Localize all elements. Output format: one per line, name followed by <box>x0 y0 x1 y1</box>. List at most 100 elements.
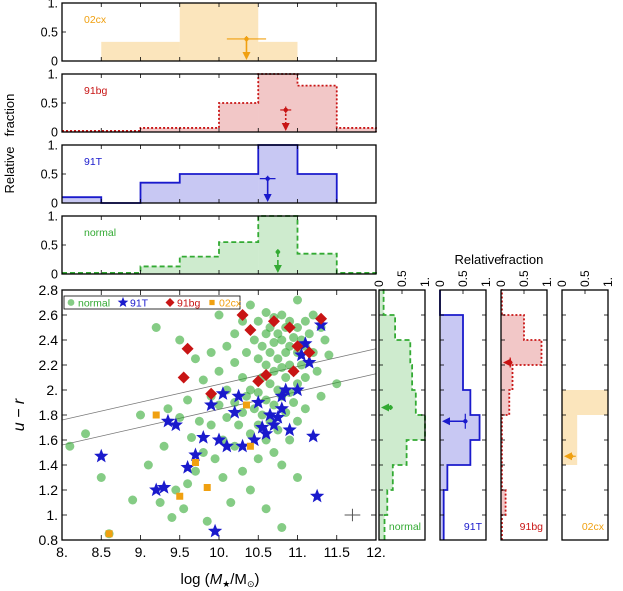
fit-line <box>62 348 376 421</box>
point-normal <box>300 373 310 382</box>
legend-marker-91T <box>117 296 129 308</box>
point-normal <box>316 391 326 401</box>
point-normal <box>198 375 208 385</box>
point-normal <box>238 373 248 382</box>
marker-dot <box>508 360 513 365</box>
point-91T <box>255 420 270 434</box>
hist-frame <box>61 73 377 133</box>
arrow-head <box>442 417 450 426</box>
point-91bg <box>283 321 296 334</box>
point-91T <box>290 382 305 397</box>
hist-x-tick-label: 0.5 <box>517 270 531 287</box>
point-91T <box>262 407 278 422</box>
point-91bg <box>303 346 316 359</box>
point-normal <box>277 310 287 320</box>
y-tick-label: 1.8 <box>39 407 59 423</box>
main-frame <box>61 289 377 541</box>
x-tick-label: 10. <box>209 544 228 560</box>
point-normal <box>253 388 263 397</box>
point-normal <box>206 348 216 357</box>
hist-bar <box>101 41 180 61</box>
legend-marker-normal <box>67 299 75 306</box>
hist-bar <box>336 127 376 132</box>
hist-frame <box>378 289 426 541</box>
legend-label-91T: 91T <box>130 298 149 310</box>
point-91bg <box>244 324 257 336</box>
point-normal <box>245 385 255 395</box>
point-02cx <box>152 411 160 419</box>
point-91T <box>196 430 211 444</box>
point-normal <box>289 398 299 407</box>
point-normal <box>226 498 236 507</box>
mass-histograms: 02cx 0 0.5 1. 91bg 0 0.5 1. 91T 0 0.5 1. normal 0 0.5 1… <box>41 0 377 282</box>
point-91T <box>247 432 262 447</box>
point-91bg <box>177 371 190 384</box>
y-tick-label: 1.6 <box>39 432 59 448</box>
point-91T <box>227 405 242 419</box>
hist-bar <box>379 415 425 440</box>
hist-bar <box>379 340 411 365</box>
arrow-head <box>273 265 282 273</box>
point-91T <box>207 523 223 538</box>
point-normal <box>210 454 220 464</box>
hist-y-tick-label: 0.5 <box>41 97 58 111</box>
hist-bar <box>379 290 384 315</box>
hist-y-tick-label: 1. <box>48 68 58 82</box>
hist-bar <box>258 145 298 203</box>
panel-label: 02cx <box>84 14 107 26</box>
x-tick-label: 10.5 <box>245 544 272 560</box>
point-91T <box>278 382 293 397</box>
y-axis-label: u − r <box>11 398 28 431</box>
point-normal <box>293 416 302 426</box>
hist-x-tick-label: 1. <box>479 277 493 287</box>
hist-bar <box>179 256 219 274</box>
point-normal <box>198 448 208 457</box>
hist-bar <box>179 127 219 132</box>
point-normal <box>281 373 291 382</box>
point-normal <box>277 335 287 345</box>
point-02cx <box>191 459 199 466</box>
point-91T <box>188 447 203 462</box>
point-91T <box>294 347 309 362</box>
hist-bar <box>379 315 396 340</box>
x-label-m: M <box>210 571 223 588</box>
point-91bg <box>291 340 304 353</box>
color-histograms: normal 0 0.5 1. 91T 0 0.5 1. 91bg 0 0.5 1. 02cx 0 0.5 1… <box>372 270 615 541</box>
point-normal <box>151 323 161 332</box>
arrow-head <box>381 403 389 412</box>
point-normal <box>143 460 153 470</box>
point-91T <box>160 413 176 428</box>
point-91T <box>282 422 297 437</box>
hist-bar <box>501 315 524 340</box>
point-normal <box>265 348 275 357</box>
point-normal <box>285 316 295 326</box>
y-tick-label: 1. <box>46 507 58 523</box>
legend-label-91bg: 91bg <box>177 298 201 310</box>
legend-marker-91bg <box>165 298 175 307</box>
hist-x-tick-label: 0.5 <box>395 270 409 287</box>
point-normal <box>249 335 259 345</box>
hist-bar <box>258 41 298 61</box>
point-normal <box>277 523 287 532</box>
point-91bg <box>205 387 218 400</box>
hist-frame <box>439 289 487 541</box>
point-normal <box>167 513 177 522</box>
point-normal <box>285 435 295 445</box>
hist-bar <box>440 365 463 390</box>
legend-marker-02cx <box>209 299 215 306</box>
x-label-suffix: ) <box>254 571 259 588</box>
point-91T <box>168 417 183 432</box>
hist-bar <box>440 390 471 415</box>
hist-frame <box>61 2 377 62</box>
panel-label: normal <box>389 521 421 533</box>
hist-bar <box>219 103 259 132</box>
point-normal <box>65 441 75 451</box>
point-91T <box>204 397 219 412</box>
hist-bar <box>440 465 448 490</box>
hist-bar <box>379 515 385 540</box>
hist-bar <box>501 490 506 515</box>
point-normal <box>269 338 279 347</box>
hist-y-tick-label: 0.5 <box>41 168 58 182</box>
point-02cx <box>203 484 211 491</box>
y-tick-label: 2.8 <box>39 282 59 298</box>
